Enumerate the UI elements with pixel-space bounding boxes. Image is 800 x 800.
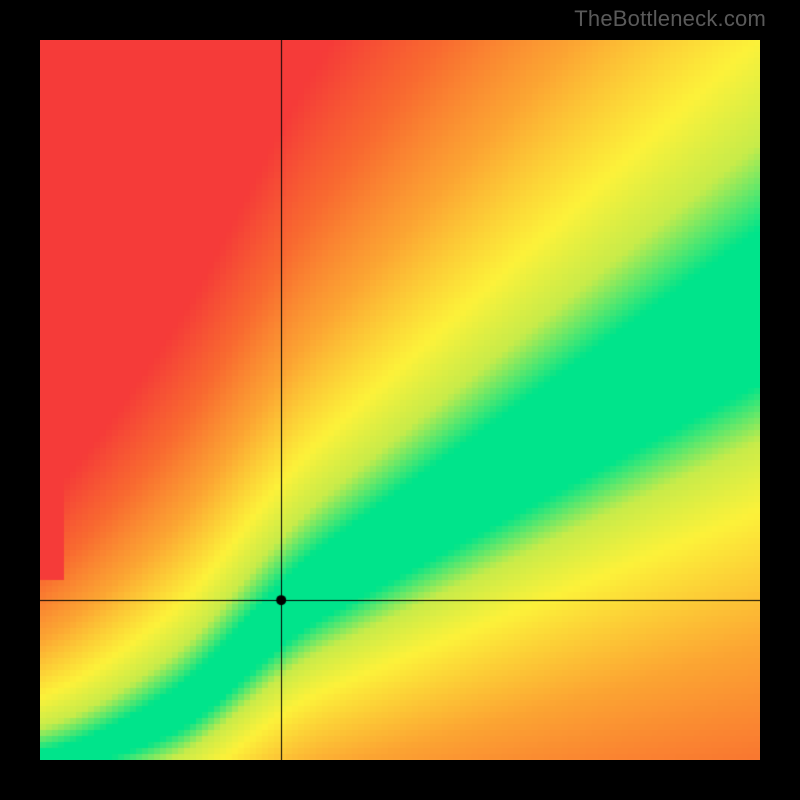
watermark-text: TheBottleneck.com [574, 6, 766, 32]
heatmap-canvas [40, 40, 760, 760]
heatmap-plot [40, 40, 760, 760]
